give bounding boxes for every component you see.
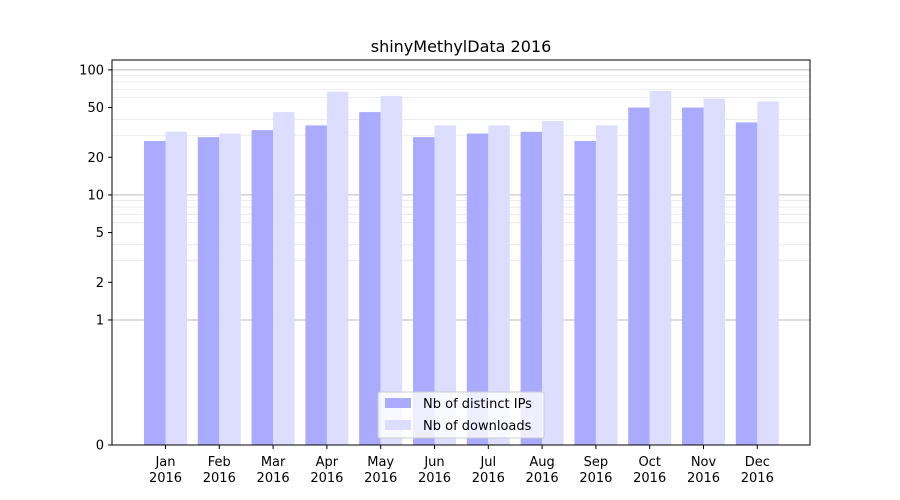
x-tick-label: Dec 2016 xyxy=(741,455,774,486)
x-tick-label: Apr 2016 xyxy=(310,455,343,486)
bar-downloads xyxy=(757,101,779,445)
bars xyxy=(144,90,779,446)
bar-distinct-ips xyxy=(520,131,543,445)
x-tick-label: May 2016 xyxy=(364,455,397,486)
x-tick-label: Feb 2016 xyxy=(203,455,236,486)
bar-downloads xyxy=(649,90,672,446)
x-tick-month: Jan xyxy=(154,455,175,470)
x-tick-label: Mar 2016 xyxy=(257,455,290,486)
bar-distinct-ips xyxy=(466,133,489,445)
y-axis: 0 1 2 5 10 20 50 100 xyxy=(79,63,112,454)
y-tick-label: 50 xyxy=(87,101,104,116)
y-tick-label: 10 xyxy=(87,188,104,203)
x-tick-year: 2016 xyxy=(579,471,612,486)
legend-box xyxy=(377,391,545,439)
x-tick-month: May xyxy=(367,455,394,470)
bar-downloads xyxy=(542,121,564,446)
bar-downloads xyxy=(488,125,510,445)
x-tick-year: 2016 xyxy=(526,471,559,486)
y-tick-label: 100 xyxy=(79,63,104,78)
x-tick-month: Mar xyxy=(261,455,286,470)
legend: Nb of distinct IPs Nb of downloads xyxy=(377,391,545,439)
x-tick-year: 2016 xyxy=(741,471,774,486)
x-tick-month: Aug xyxy=(529,455,554,470)
x-tick-year: 2016 xyxy=(418,471,451,486)
bar-downloads xyxy=(326,91,349,445)
bar-downloads xyxy=(219,133,241,445)
x-tick-month: Oct xyxy=(638,455,660,470)
bar-distinct-ips xyxy=(305,125,327,445)
x-tick-year: 2016 xyxy=(203,471,236,486)
plot-frame xyxy=(111,59,811,446)
x-tick-year: 2016 xyxy=(364,471,397,486)
bar-distinct-ips xyxy=(574,140,596,445)
y-tick-label: 20 xyxy=(87,151,104,166)
bar-distinct-ips xyxy=(682,107,704,446)
x-tick-year: 2016 xyxy=(633,471,666,486)
x-tick-month: Nov xyxy=(691,455,717,470)
legend-swatch-downloads xyxy=(385,420,411,430)
x-tick-year: 2016 xyxy=(149,471,182,486)
x-tick-label: Jun 2016 xyxy=(418,455,451,486)
bar-downloads xyxy=(165,131,187,445)
x-tick-label: Sep 2016 xyxy=(579,455,612,486)
x-tick-year: 2016 xyxy=(687,471,720,486)
x-tick-month: Jul xyxy=(479,455,496,470)
x-tick-month: Dec xyxy=(745,455,770,470)
x-tick-month: Feb xyxy=(208,455,231,470)
x-tick-label: Jan 2016 xyxy=(149,455,182,486)
x-tick-label: Nov 2016 xyxy=(687,455,720,486)
x-tick-month: Jun xyxy=(423,455,444,470)
y-tick-label: 0 xyxy=(96,439,104,454)
x-tick-label: Jul 2016 xyxy=(472,455,505,486)
legend-label-ips: Nb of distinct IPs xyxy=(423,397,532,412)
legend-swatch-ips xyxy=(385,398,411,408)
y-tick-label: 5 xyxy=(96,226,104,241)
x-tick-month: Sep xyxy=(584,455,609,470)
bar-downloads xyxy=(434,125,456,445)
x-tick-label: Aug 2016 xyxy=(526,455,559,486)
bar-downloads xyxy=(380,95,403,446)
y-tick-label: 1 xyxy=(96,313,104,328)
bar-distinct-ips xyxy=(251,130,274,445)
x-tick-year: 2016 xyxy=(257,471,290,486)
bar-distinct-ips xyxy=(197,137,220,445)
legend-label-downloads: Nb of downloads xyxy=(423,419,532,434)
bar-distinct-ips xyxy=(359,112,381,445)
bar-distinct-ips xyxy=(413,137,435,445)
x-tick-month: Apr xyxy=(316,455,339,470)
x-tick-year: 2016 xyxy=(472,471,505,486)
bar-downloads xyxy=(703,98,725,446)
bar-distinct-ips xyxy=(735,122,758,445)
chart-title: shinyMethylData 2016 xyxy=(371,37,552,56)
bar-downloads xyxy=(595,125,618,445)
y-tick-label: 2 xyxy=(96,276,104,291)
bar-distinct-ips xyxy=(628,107,650,446)
bar-downloads xyxy=(273,112,295,445)
bar-distinct-ips xyxy=(144,140,166,445)
x-tick-year: 2016 xyxy=(310,471,343,486)
x-tick-label: Oct 2016 xyxy=(633,455,666,486)
